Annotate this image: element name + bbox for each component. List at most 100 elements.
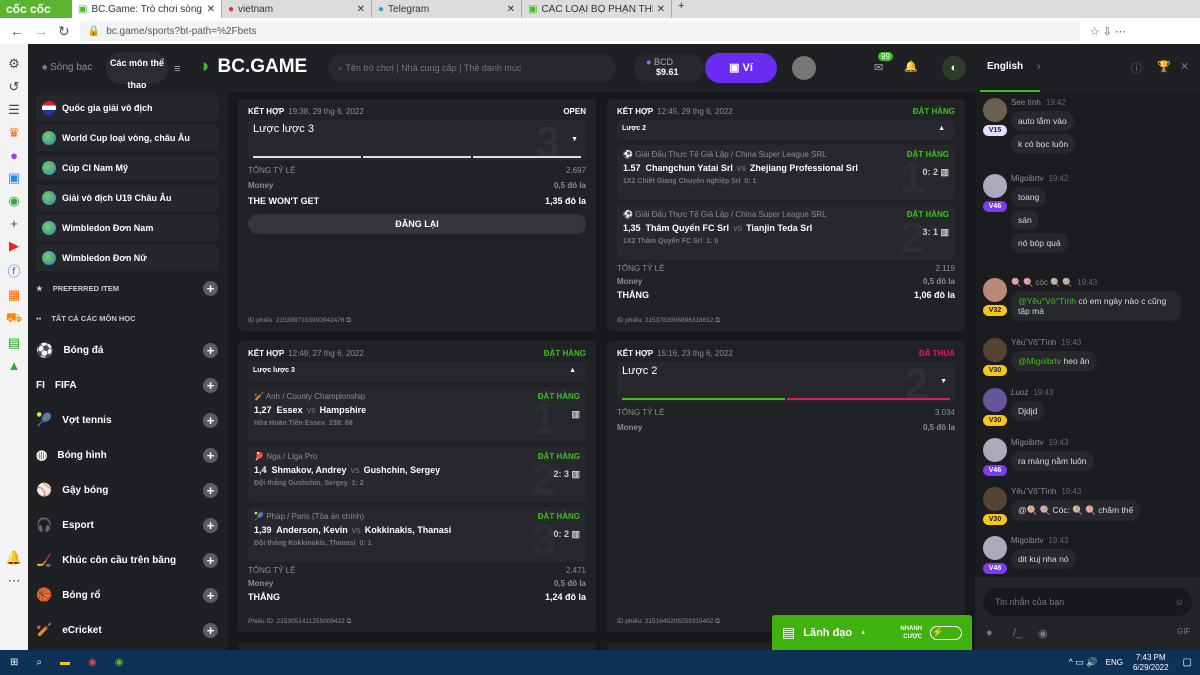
sport-item-ecricket[interactable]: 🏏 eCricket + [36, 618, 218, 642]
trophy-icon[interactable]: 🏆 [1157, 61, 1171, 73]
avatar[interactable] [792, 56, 816, 80]
copy-icon[interactable]: ⧉ [346, 618, 352, 625]
add-icon[interactable]: + [203, 377, 218, 393]
forward-icon[interactable]: → [34, 23, 48, 39]
back-icon[interactable]: ← [10, 23, 24, 39]
sport-item-fifa[interactable]: FI FIFA + [36, 373, 218, 397]
new-tab-button[interactable]: + [678, 0, 685, 12]
copy-icon[interactable]: ⧉ [715, 618, 720, 625]
stats-icon[interactable]: ▥ [940, 167, 949, 177]
league-item[interactable]: World Cup loại vòng, châu Âu [36, 125, 218, 151]
quick-bet-toggle[interactable]: ⚡ [930, 625, 962, 640]
chat-input[interactable]: Tin nhắn của bạn ☺ [983, 588, 1192, 616]
close-tab-icon[interactable]: ✕ [656, 3, 665, 15]
bet-toggle[interactable]: Lược 2 ▲ [617, 120, 955, 140]
add-icon[interactable]: + [203, 622, 218, 638]
url-input[interactable]: 🔒 bc.game/sports?bt-path=%2Fbets [79, 21, 1080, 41]
tab-bcgame[interactable]: ▣BC.Game: Trò chơi sòng bạc✕ [72, 0, 222, 18]
cart-icon[interactable]: ⛟ [5, 310, 23, 325]
avatar[interactable] [983, 174, 1007, 198]
gif-icon[interactable]: GIF [1177, 627, 1191, 636]
history-icon[interactable]: ↺ [8, 79, 20, 94]
reload-icon[interactable]: ↻ [58, 22, 70, 39]
bet-toggle[interactable]: Lược 2 2 ▼ [617, 362, 955, 402]
bet-toggle[interactable]: Lược lược 3 3 ▼ [248, 120, 586, 160]
close-tab-icon[interactable]: ✕ [506, 3, 515, 15]
windows-start-icon[interactable]: ⊞ [10, 657, 19, 668]
tray-icons[interactable]: ^ ▭ 🔊 [1068, 657, 1098, 667]
menu-icon[interactable]: ≡ [174, 63, 181, 75]
tab-vietnam[interactable]: ● vietnam ✕ [222, 0, 372, 18]
drop-icon[interactable]: ● [986, 627, 993, 639]
betslip-bar[interactable]: ▤ Lãnh đạo ▲ NHANH CƯỢC ⚡ [772, 615, 972, 650]
sheet-icon[interactable]: ▤ [7, 335, 21, 350]
info-icon[interactable]: ⓘ [1131, 63, 1142, 75]
league-item[interactable]: Wimbledon Đơn Nam [36, 215, 218, 241]
stats-icon[interactable]: ▥ [571, 469, 580, 479]
edu-icon[interactable]: ▲ [7, 358, 21, 373]
coccoc-icon[interactable]: ◉ [114, 657, 124, 668]
sport-item-basketball[interactable]: 🏀 Bóng rổ + [36, 583, 218, 607]
add-icon[interactable]: + [203, 447, 218, 463]
add-icon[interactable]: + [203, 517, 218, 533]
avatar[interactable] [983, 388, 1007, 412]
language-tab[interactable]: English [980, 44, 1040, 92]
tab-sports[interactable]: ▣CÁC LOẠI BỘ PHẬN THỂ THAO✕ [522, 0, 672, 18]
bcgame-logo[interactable]: ◗ BC.GAME [200, 56, 308, 77]
facebook-icon[interactable]: ⓕ [7, 264, 21, 279]
settings-icon[interactable]: ⚙ [8, 56, 20, 71]
bet-toggle[interactable]: Lược lược 3 ▲ [248, 362, 586, 382]
add-icon[interactable]: + [203, 482, 218, 498]
league-item[interactable]: Giải vô địch U19 Châu Âu [36, 185, 218, 211]
add-icon[interactable]: + [10, 216, 18, 231]
action-center-icon[interactable]: ▢ [1182, 657, 1192, 668]
file-explorer-icon[interactable]: ▬ [60, 657, 70, 668]
search-input[interactable]: ⌕ Tên trò chơi | Nhà cung cấp | Thẻ danh… [328, 54, 616, 82]
avatar[interactable] [983, 536, 1007, 560]
extensions-icon[interactable]: ☆ ⇩ ⋯ [1089, 25, 1126, 38]
youtube-icon[interactable]: ▶ [9, 238, 19, 253]
sport-item-esport[interactable]: 🎧 Esport + [36, 513, 218, 537]
bell-icon[interactable]: 🔔 [5, 550, 23, 565]
emoji-icon[interactable]: ☺ [1174, 597, 1184, 607]
close-icon[interactable]: ✕ [1180, 61, 1190, 73]
chrome-icon[interactable]: ◉ [88, 657, 97, 668]
copy-icon[interactable]: ⧉ [346, 317, 351, 324]
more-icon[interactable]: ⋯ [7, 573, 21, 588]
avatar[interactable] [983, 487, 1007, 511]
wallet-button[interactable]: ▣ Ví [705, 53, 777, 83]
sport-item-hockey[interactable]: 🏒 Khúc côn cầu trên băng + [36, 548, 218, 572]
league-item[interactable]: Cúp CI Nam Mỹ [36, 155, 218, 181]
close-tab-icon[interactable]: ✕ [356, 3, 365, 15]
game-icon[interactable]: ◉ [8, 193, 20, 208]
notification-icon[interactable]: 🔔 [904, 61, 918, 73]
avatar[interactable] [983, 338, 1007, 362]
currency-selector[interactable]: ● BCD $9.61 [634, 54, 704, 82]
league-item[interactable]: Wimbledon Đơn Nữ [36, 245, 218, 271]
avatar[interactable] [983, 278, 1007, 302]
avatar[interactable] [983, 438, 1007, 462]
chat-toggle-icon[interactable]: ◐ [942, 56, 966, 80]
league-item[interactable]: Quốc gia giải vô địch [36, 95, 218, 121]
casino-link[interactable]: ♠ Sòng bạc [42, 62, 93, 73]
tab-telegram[interactable]: ● Telegram ✕ [372, 0, 522, 18]
sport-item-football[interactable]: ⚽ Bóng đá + [36, 338, 218, 362]
close-tab-icon[interactable]: ✕ [206, 3, 215, 15]
chevron-right-icon[interactable]: › [1037, 61, 1041, 73]
search-icon[interactable]: ⌕ [36, 657, 42, 668]
stats-icon[interactable]: ▥ [940, 227, 949, 237]
add-icon[interactable]: + [203, 342, 218, 358]
messenger-icon[interactable]: ● [10, 148, 18, 163]
sports-link[interactable]: Các môn thể thao [106, 52, 168, 90]
coccoc-logo[interactable]: cốc cốc [0, 0, 72, 18]
coin-icon[interactable]: ◉ [1038, 628, 1048, 640]
sport-item-tennis[interactable]: 🎾 Vợt tennis + [36, 408, 218, 432]
crown-icon[interactable]: ♛ [8, 125, 20, 140]
sport-item-handball[interactable]: ◍ Bóng hình + [36, 443, 218, 467]
rebet-button[interactable]: ĐĂNG LẠI [248, 214, 586, 234]
add-icon[interactable]: + [203, 280, 218, 296]
shop-icon[interactable]: ▦ [7, 287, 21, 302]
preferred-section[interactable]: ★ PREFERRED ITEM + [36, 276, 218, 300]
stats-icon[interactable]: ▥ [571, 529, 580, 539]
add-icon[interactable]: + [203, 587, 218, 603]
